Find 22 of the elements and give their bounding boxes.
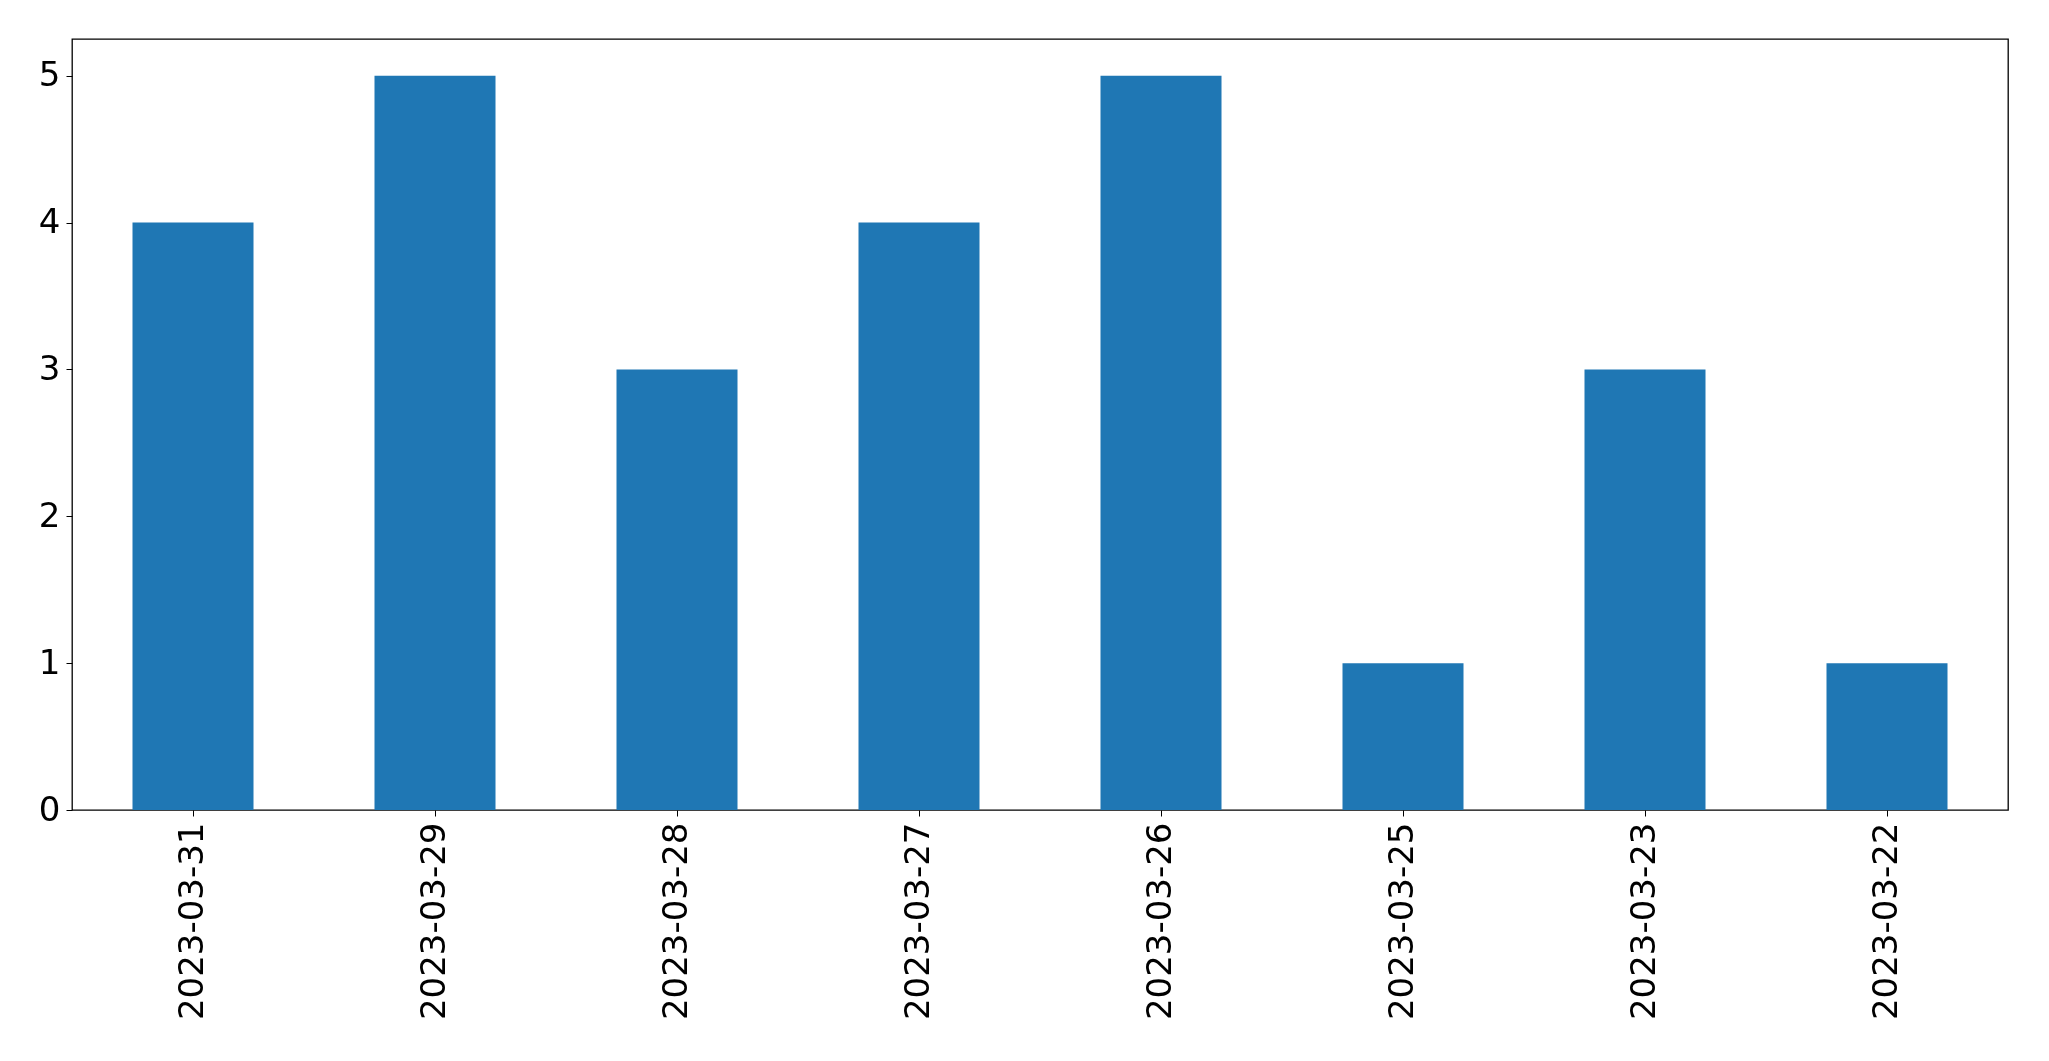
bar	[616, 369, 738, 810]
bar	[1342, 663, 1464, 810]
x-tick-label: 2023-03-31	[171, 822, 211, 1021]
x-tick-label: 2023-03-22	[1865, 822, 1905, 1021]
bar	[132, 222, 254, 810]
y-tick-label: 4	[38, 201, 61, 242]
bar	[1584, 369, 1706, 810]
x-tick-label: 2023-03-27	[897, 822, 937, 1021]
y-tick-label: 0	[38, 788, 61, 829]
x-tick-label: 2023-03-25	[1381, 822, 1421, 1021]
x-tick-label: 2023-03-23	[1623, 822, 1663, 1021]
y-tick-label: 1	[38, 641, 61, 682]
bar	[1100, 75, 1222, 810]
y-tick-label: 3	[38, 347, 61, 388]
x-tick-label: 2023-03-29	[413, 822, 453, 1021]
y-tick-label: 2	[38, 494, 61, 535]
x-tick-label: 2023-03-26	[1139, 822, 1179, 1021]
y-tick-label: 5	[38, 54, 61, 95]
bar	[858, 222, 980, 810]
bar	[1826, 663, 1948, 810]
bar	[374, 75, 496, 810]
x-tick-label: 2023-03-28	[655, 822, 695, 1021]
